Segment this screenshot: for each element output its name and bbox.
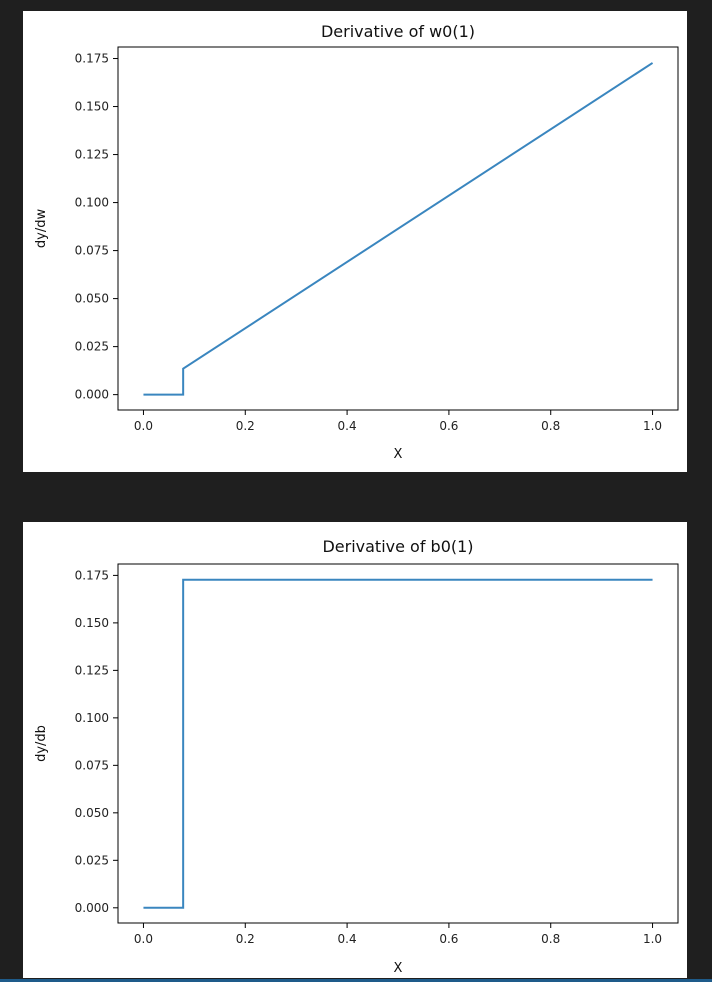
y-tick-label: 0.075 [75, 244, 109, 258]
x-tick-label: 0.6 [439, 419, 458, 433]
x-axis-ticks: 0.0 0.2 0.4 0.6 0.8 1.0 [134, 410, 662, 433]
y-tick-label: 0.125 [75, 148, 109, 162]
x-tick-label: 0.0 [134, 419, 153, 433]
cell-bottom-border [0, 979, 712, 982]
y-tick-label: 0.000 [75, 901, 109, 915]
y-tick-label: 0.100 [75, 196, 109, 210]
x-tick-label: 1.0 [643, 419, 662, 433]
y-tick-label: 0.150 [75, 616, 109, 630]
chart-w0-derivative: Derivative of w0(1) 0.0 0.2 0.4 0.6 0.8 1.0 0… [34, 22, 679, 462]
y-tick-label: 0.100 [75, 711, 109, 725]
y-axis-label: dy/dw [34, 209, 49, 249]
x-tick-label: 0.2 [236, 932, 255, 946]
x-tick-label: 1.0 [643, 932, 662, 946]
x-axis-ticks: 0.0 0.2 0.4 0.6 0.8 1.0 [134, 923, 662, 946]
y-tick-label: 0.025 [75, 853, 109, 867]
y-axis-ticks: 0.000 0.025 0.050 0.075 0.100 0.125 0.150 0.175 [75, 568, 118, 915]
y-axis-ticks: 0.000 0.025 0.050 0.075 0.100 0.125 0.150 0.175 [75, 52, 118, 402]
y-tick-label: 0.025 [75, 340, 109, 354]
chart-title: Derivative of b0(1) [322, 537, 473, 556]
series-line [143, 578, 653, 909]
x-axis-label: X [394, 447, 403, 462]
y-tick-label: 0.125 [75, 663, 109, 677]
x-tick-label: 0.8 [541, 932, 560, 946]
y-axis-label: dy/db [34, 725, 49, 762]
series-line [143, 62, 654, 396]
y-tick-label: 0.050 [75, 292, 109, 306]
chart-panel-b0-derivative: Derivative of b0(1) 0.0 0.2 0.4 0.6 0.8 1.0 0… [23, 522, 687, 978]
series-layer [143, 578, 653, 909]
y-tick-label: 0.000 [75, 388, 109, 402]
x-tick-label: 0.4 [338, 932, 357, 946]
chart-title: Derivative of w0(1) [321, 22, 475, 41]
x-axis-label: X [394, 961, 403, 976]
x-tick-label: 0.8 [541, 419, 560, 433]
y-tick-label: 0.175 [75, 52, 109, 66]
x-tick-label: 0.6 [439, 932, 458, 946]
x-tick-label: 0.4 [338, 419, 357, 433]
series-layer [143, 62, 654, 396]
plot-area-frame [117, 563, 679, 924]
chart-b0-derivative: Derivative of b0(1) 0.0 0.2 0.4 0.6 0.8 1.0 0… [34, 537, 679, 976]
x-tick-label: 0.0 [134, 932, 153, 946]
y-tick-label: 0.175 [75, 568, 109, 582]
y-tick-label: 0.075 [75, 758, 109, 772]
y-tick-label: 0.050 [75, 806, 109, 820]
plot-area-frame [117, 46, 679, 411]
x-tick-label: 0.2 [236, 419, 255, 433]
y-tick-label: 0.150 [75, 100, 109, 114]
chart-panel-w0-derivative: Derivative of w0(1) 0.0 0.2 0.4 0.6 0.8 1.0 0… [23, 11, 687, 472]
